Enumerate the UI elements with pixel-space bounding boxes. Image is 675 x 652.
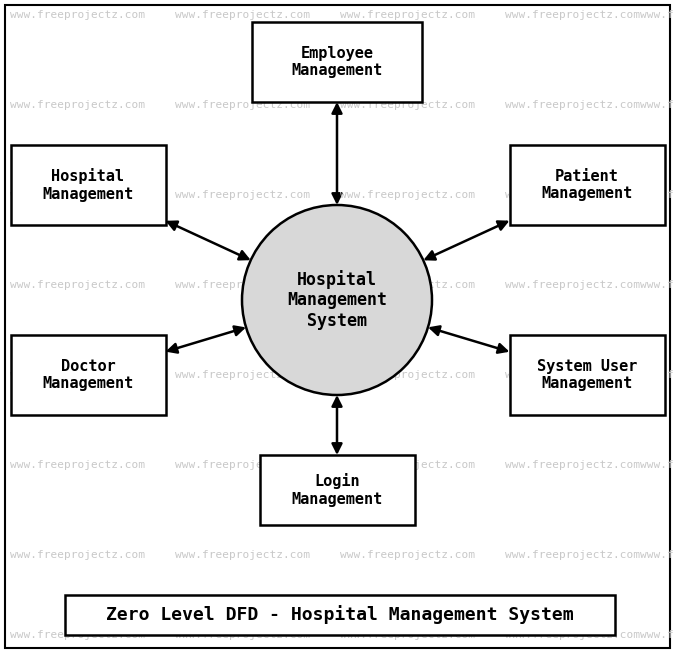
Text: www.freeprojectz.com: www.freeprojectz.com bbox=[505, 370, 640, 380]
Text: www.freeprojectz.com: www.freeprojectz.com bbox=[175, 100, 310, 110]
Text: www.freeprojectz.com: www.freeprojectz.com bbox=[175, 550, 310, 560]
Text: www.freeprojectz.com: www.freeprojectz.com bbox=[340, 550, 475, 560]
Text: www.freeprojectz.com: www.freeprojectz.com bbox=[10, 630, 145, 640]
Text: www.freeprojectz.com: www.freeprojectz.com bbox=[640, 10, 675, 20]
Text: www.freeprojectz.com: www.freeprojectz.com bbox=[175, 630, 310, 640]
Text: www.freeprojectz.com: www.freeprojectz.com bbox=[505, 280, 640, 290]
Text: www.freeprojectz.com: www.freeprojectz.com bbox=[505, 190, 640, 200]
Text: www.freeprojectz.com: www.freeprojectz.com bbox=[175, 280, 310, 290]
Text: www.freeprojectz.com: www.freeprojectz.com bbox=[640, 370, 675, 380]
Text: www.freeprojectz.com: www.freeprojectz.com bbox=[505, 10, 640, 20]
Bar bbox=[11, 145, 165, 225]
Text: www.freeprojectz.com: www.freeprojectz.com bbox=[505, 460, 640, 470]
Bar bbox=[252, 22, 422, 102]
Text: www.freeprojectz.com: www.freeprojectz.com bbox=[10, 370, 145, 380]
Bar bbox=[510, 145, 664, 225]
Text: www.freeprojectz.com: www.freeprojectz.com bbox=[340, 190, 475, 200]
Text: www.freeprojectz.com: www.freeprojectz.com bbox=[175, 370, 310, 380]
Bar bbox=[259, 455, 414, 525]
Bar bbox=[11, 335, 165, 415]
Text: www.freeprojectz.com: www.freeprojectz.com bbox=[340, 100, 475, 110]
Text: www.freeprojectz.com: www.freeprojectz.com bbox=[175, 10, 310, 20]
Text: www.freeprojectz.com: www.freeprojectz.com bbox=[640, 280, 675, 290]
Text: www.freeprojectz.com: www.freeprojectz.com bbox=[175, 460, 310, 470]
Text: Employee
Management: Employee Management bbox=[292, 46, 383, 78]
Text: www.freeprojectz.com: www.freeprojectz.com bbox=[10, 10, 145, 20]
Text: www.freeprojectz.com: www.freeprojectz.com bbox=[340, 280, 475, 290]
Bar bbox=[510, 335, 664, 415]
Text: www.freeprojectz.com: www.freeprojectz.com bbox=[10, 280, 145, 290]
Text: System User
Management: System User Management bbox=[537, 359, 637, 391]
Text: Hospital
Management
System: Hospital Management System bbox=[287, 270, 387, 331]
Text: www.freeprojectz.com: www.freeprojectz.com bbox=[175, 190, 310, 200]
Text: www.freeprojectz.com: www.freeprojectz.com bbox=[340, 370, 475, 380]
Text: Zero Level DFD - Hospital Management System: Zero Level DFD - Hospital Management Sys… bbox=[106, 606, 574, 625]
Circle shape bbox=[242, 205, 432, 395]
Bar bbox=[65, 595, 615, 635]
Text: www.freeprojectz.com: www.freeprojectz.com bbox=[340, 10, 475, 20]
Text: Doctor
Management: Doctor Management bbox=[43, 359, 134, 391]
Text: Login
Management: Login Management bbox=[292, 473, 383, 507]
Text: www.freeprojectz.com: www.freeprojectz.com bbox=[505, 100, 640, 110]
Text: www.freeprojectz.com: www.freeprojectz.com bbox=[640, 460, 675, 470]
Text: www.freeprojectz.com: www.freeprojectz.com bbox=[640, 190, 675, 200]
Text: www.freeprojectz.com: www.freeprojectz.com bbox=[340, 630, 475, 640]
Text: Hospital
Management: Hospital Management bbox=[43, 168, 134, 201]
Text: www.freeprojectz.com: www.freeprojectz.com bbox=[505, 630, 640, 640]
Text: Patient
Management: Patient Management bbox=[541, 169, 632, 201]
Text: www.freeprojectz.com: www.freeprojectz.com bbox=[505, 550, 640, 560]
Text: www.freeprojectz.com: www.freeprojectz.com bbox=[640, 550, 675, 560]
Text: www.freeprojectz.com: www.freeprojectz.com bbox=[340, 460, 475, 470]
Text: www.freeprojectz.com: www.freeprojectz.com bbox=[10, 460, 145, 470]
Text: www.freeprojectz.com: www.freeprojectz.com bbox=[640, 630, 675, 640]
Text: www.freeprojectz.com: www.freeprojectz.com bbox=[10, 550, 145, 560]
Text: www.freeprojectz.com: www.freeprojectz.com bbox=[640, 100, 675, 110]
Text: www.freeprojectz.com: www.freeprojectz.com bbox=[10, 100, 145, 110]
Text: www.freeprojectz.com: www.freeprojectz.com bbox=[10, 190, 145, 200]
